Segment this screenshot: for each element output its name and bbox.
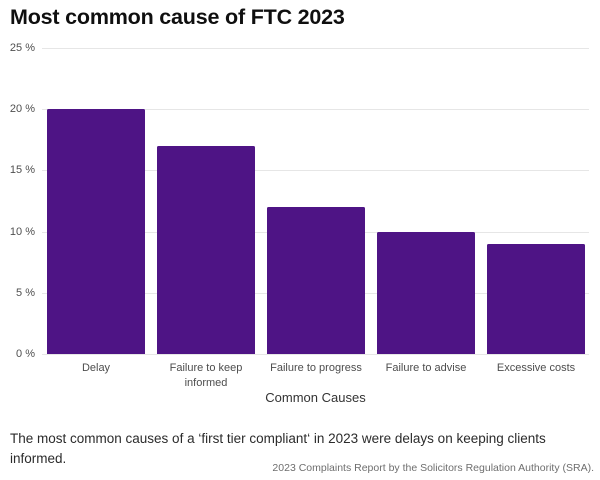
bar-failure-to-progress bbox=[267, 207, 365, 354]
source-attribution: 2023 Complaints Report by the Solicitors… bbox=[272, 462, 594, 474]
chart-caption: The most common causes of a ‘first tier … bbox=[10, 431, 546, 466]
category-label-failure-to-progress: Failure to progress bbox=[270, 362, 362, 374]
bar-failure-to-advise bbox=[377, 231, 475, 354]
y-axis-tick-label: 10 % bbox=[9, 225, 35, 238]
y-axis-tick-label: 5 % bbox=[16, 286, 35, 299]
y-axis-tick-label: 15 % bbox=[9, 164, 35, 177]
chart-title: Most common cause of FTC 2023 bbox=[10, 5, 345, 29]
gridline bbox=[42, 48, 589, 49]
gridline bbox=[42, 354, 589, 355]
bar-delay bbox=[47, 109, 145, 354]
category-label-delay: Delay bbox=[81, 362, 111, 374]
y-axis-tick-label: 25 % bbox=[9, 42, 35, 54]
bar-excessive-costs bbox=[487, 243, 585, 354]
x-axis-title: Common Causes bbox=[265, 390, 366, 405]
gridline bbox=[42, 109, 589, 111]
category-label-failure-to-keep-informed: Failure to keep informed bbox=[169, 362, 243, 389]
category-label-excessive-costs: Excessive costs bbox=[496, 362, 576, 374]
y-axis-tick-label: 0 % bbox=[16, 348, 35, 360]
category-label-failure-to-advise: Failure to advise bbox=[385, 362, 467, 374]
bar-failure-to-keep-informed bbox=[157, 145, 255, 354]
y-axis-tick-label: 20 % bbox=[9, 103, 35, 116]
gridline bbox=[42, 170, 589, 172]
